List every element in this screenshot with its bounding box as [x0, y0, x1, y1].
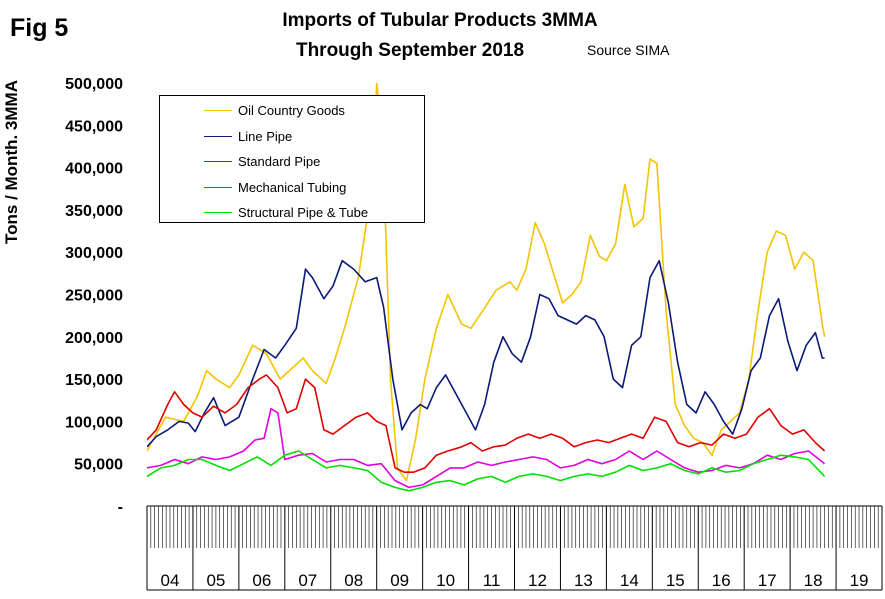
- legend-item: Structural Pipe & Tube: [160, 204, 422, 222]
- legend-swatch: [204, 161, 232, 162]
- legend-label: Structural Pipe & Tube: [238, 205, 369, 220]
- y-tick-label: 200,000: [65, 330, 123, 347]
- series-group: [147, 83, 826, 492]
- y-tick-label: 450,000: [65, 118, 123, 135]
- x-tick-label: 14: [620, 571, 639, 590]
- x-tick-label: 15: [666, 571, 685, 590]
- legend-item: Line Pipe: [160, 128, 422, 146]
- y-tick-label: 500,000: [65, 76, 123, 93]
- figure-number: Fig 5: [10, 14, 69, 42]
- y-tick-label: 100,000: [65, 414, 123, 431]
- series-line-2: [147, 374, 826, 473]
- y-axis: - 50,000 100,000 150,000 200,000 250,000 300,0…: [65, 76, 123, 516]
- legend-label: Mechanical Tubing: [238, 179, 347, 195]
- chart-title: Imports of Tubular Products 3MMA Through…: [240, 6, 640, 66]
- x-tick-label: 04: [161, 571, 180, 590]
- y-axis-label: Tons / Month. 3MMA: [2, 80, 21, 244]
- x-tick-label: 07: [298, 571, 317, 590]
- x-tick-label: 08: [344, 571, 363, 590]
- chart-title-line2: Through September 2018: [295, 40, 525, 61]
- y-tick-label: -: [118, 499, 123, 516]
- chart-source: Source SIMA: [587, 42, 670, 58]
- x-axis: 04 05 06 07 08 09 10 11 12 13 14 15 16 17 18 19: [146, 505, 883, 591]
- legend-item: Standard Pipe: [160, 153, 422, 171]
- legend-label: Standard Pipe: [238, 154, 321, 169]
- legend-swatch: [204, 135, 232, 137]
- x-tick-label: 06: [252, 571, 271, 590]
- x-tick-label: 16: [712, 571, 731, 590]
- x-tick-label: 05: [206, 571, 225, 590]
- series-line-1: [147, 259, 825, 448]
- legend-swatch: [204, 186, 232, 188]
- x-tick-label: 17: [758, 571, 777, 590]
- x-tick-label: 11: [483, 571, 501, 590]
- x-tick-label: 10: [436, 571, 455, 590]
- series-line-4: [147, 450, 826, 492]
- x-tick-label: 18: [804, 571, 823, 590]
- legend-label: Oil Country Goods: [238, 103, 345, 118]
- legend-item: Oil Country Goods: [160, 102, 422, 120]
- y-tick-label: 350,000: [65, 203, 123, 220]
- legend: Oil Country Goods Line Pipe Standard Pipe M…: [159, 95, 425, 223]
- legend-swatch: [204, 110, 232, 111]
- x-tick-label: 12: [528, 571, 547, 590]
- y-tick-label: 50,000: [74, 457, 123, 474]
- x-tick-label: 09: [390, 571, 409, 590]
- legend-swatch: [204, 212, 232, 213]
- chart-title-line1: Imports of Tubular Products 3MMA: [282, 10, 598, 31]
- x-tick-label: 13: [574, 571, 593, 590]
- y-tick-label: 250,000: [65, 288, 123, 305]
- y-tick-label: 150,000: [65, 372, 123, 389]
- y-tick-label: 300,000: [65, 245, 123, 262]
- legend-item: Mechanical Tubing: [160, 179, 422, 197]
- y-tick-label: 400,000: [65, 161, 123, 178]
- x-tick-label: 19: [850, 571, 869, 590]
- legend-label: Line Pipe: [238, 128, 293, 144]
